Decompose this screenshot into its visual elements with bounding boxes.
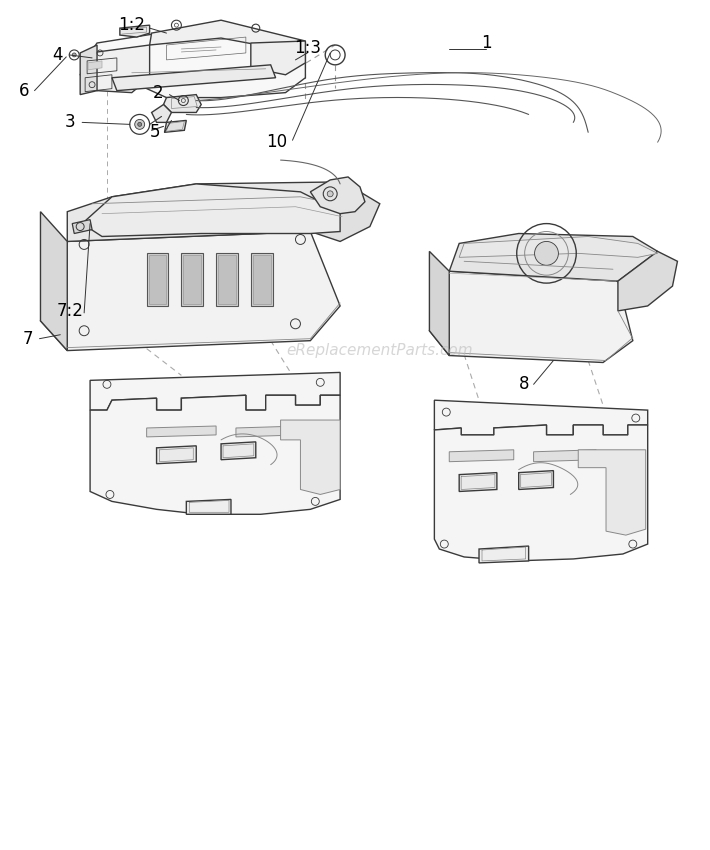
Polygon shape	[90, 395, 340, 514]
Polygon shape	[236, 426, 300, 437]
Polygon shape	[221, 442, 256, 460]
Polygon shape	[112, 65, 275, 91]
Polygon shape	[186, 500, 231, 514]
Text: 5: 5	[149, 123, 160, 141]
Polygon shape	[147, 426, 216, 437]
Polygon shape	[251, 41, 305, 75]
Text: 4: 4	[52, 46, 62, 64]
Polygon shape	[183, 255, 201, 304]
Polygon shape	[449, 450, 514, 462]
Text: 1:2: 1:2	[119, 16, 146, 34]
Polygon shape	[165, 121, 186, 133]
Polygon shape	[90, 23, 305, 98]
Polygon shape	[310, 177, 365, 213]
Circle shape	[72, 53, 76, 57]
Polygon shape	[40, 231, 340, 350]
Circle shape	[535, 241, 558, 265]
Polygon shape	[435, 425, 648, 561]
Text: 7: 7	[22, 330, 33, 348]
Polygon shape	[459, 236, 657, 258]
Polygon shape	[216, 253, 238, 306]
Text: 6: 6	[19, 82, 30, 99]
Polygon shape	[459, 473, 497, 491]
Polygon shape	[479, 546, 529, 563]
Text: 1:3: 1:3	[294, 39, 321, 57]
Polygon shape	[88, 61, 102, 70]
Polygon shape	[253, 255, 271, 304]
Text: 2: 2	[153, 83, 164, 102]
Polygon shape	[618, 252, 677, 311]
Polygon shape	[578, 450, 645, 536]
Polygon shape	[80, 45, 97, 94]
Circle shape	[327, 191, 333, 197]
Circle shape	[135, 119, 145, 129]
Polygon shape	[72, 219, 92, 234]
Polygon shape	[218, 255, 236, 304]
Polygon shape	[157, 446, 196, 464]
Polygon shape	[40, 212, 67, 350]
Polygon shape	[147, 253, 168, 306]
Polygon shape	[430, 252, 449, 355]
Polygon shape	[280, 420, 340, 495]
Polygon shape	[310, 192, 380, 241]
Polygon shape	[430, 271, 633, 362]
Text: 1: 1	[481, 34, 491, 52]
Polygon shape	[251, 253, 273, 306]
Text: 7:2: 7:2	[57, 302, 84, 320]
Polygon shape	[150, 20, 305, 51]
Polygon shape	[152, 105, 171, 122]
Polygon shape	[435, 400, 648, 435]
Text: 3: 3	[65, 113, 75, 132]
Polygon shape	[449, 234, 657, 281]
Polygon shape	[163, 94, 201, 112]
Text: 10: 10	[266, 133, 287, 151]
Polygon shape	[82, 184, 340, 236]
Polygon shape	[534, 450, 596, 462]
Polygon shape	[67, 182, 360, 241]
Circle shape	[138, 122, 142, 127]
Polygon shape	[519, 471, 553, 490]
Text: eReplacementParts.com: eReplacementParts.com	[287, 343, 473, 358]
Polygon shape	[148, 255, 166, 304]
Text: 8: 8	[518, 376, 529, 394]
Polygon shape	[80, 45, 150, 93]
Polygon shape	[120, 26, 150, 37]
Polygon shape	[90, 372, 340, 410]
Polygon shape	[181, 253, 203, 306]
